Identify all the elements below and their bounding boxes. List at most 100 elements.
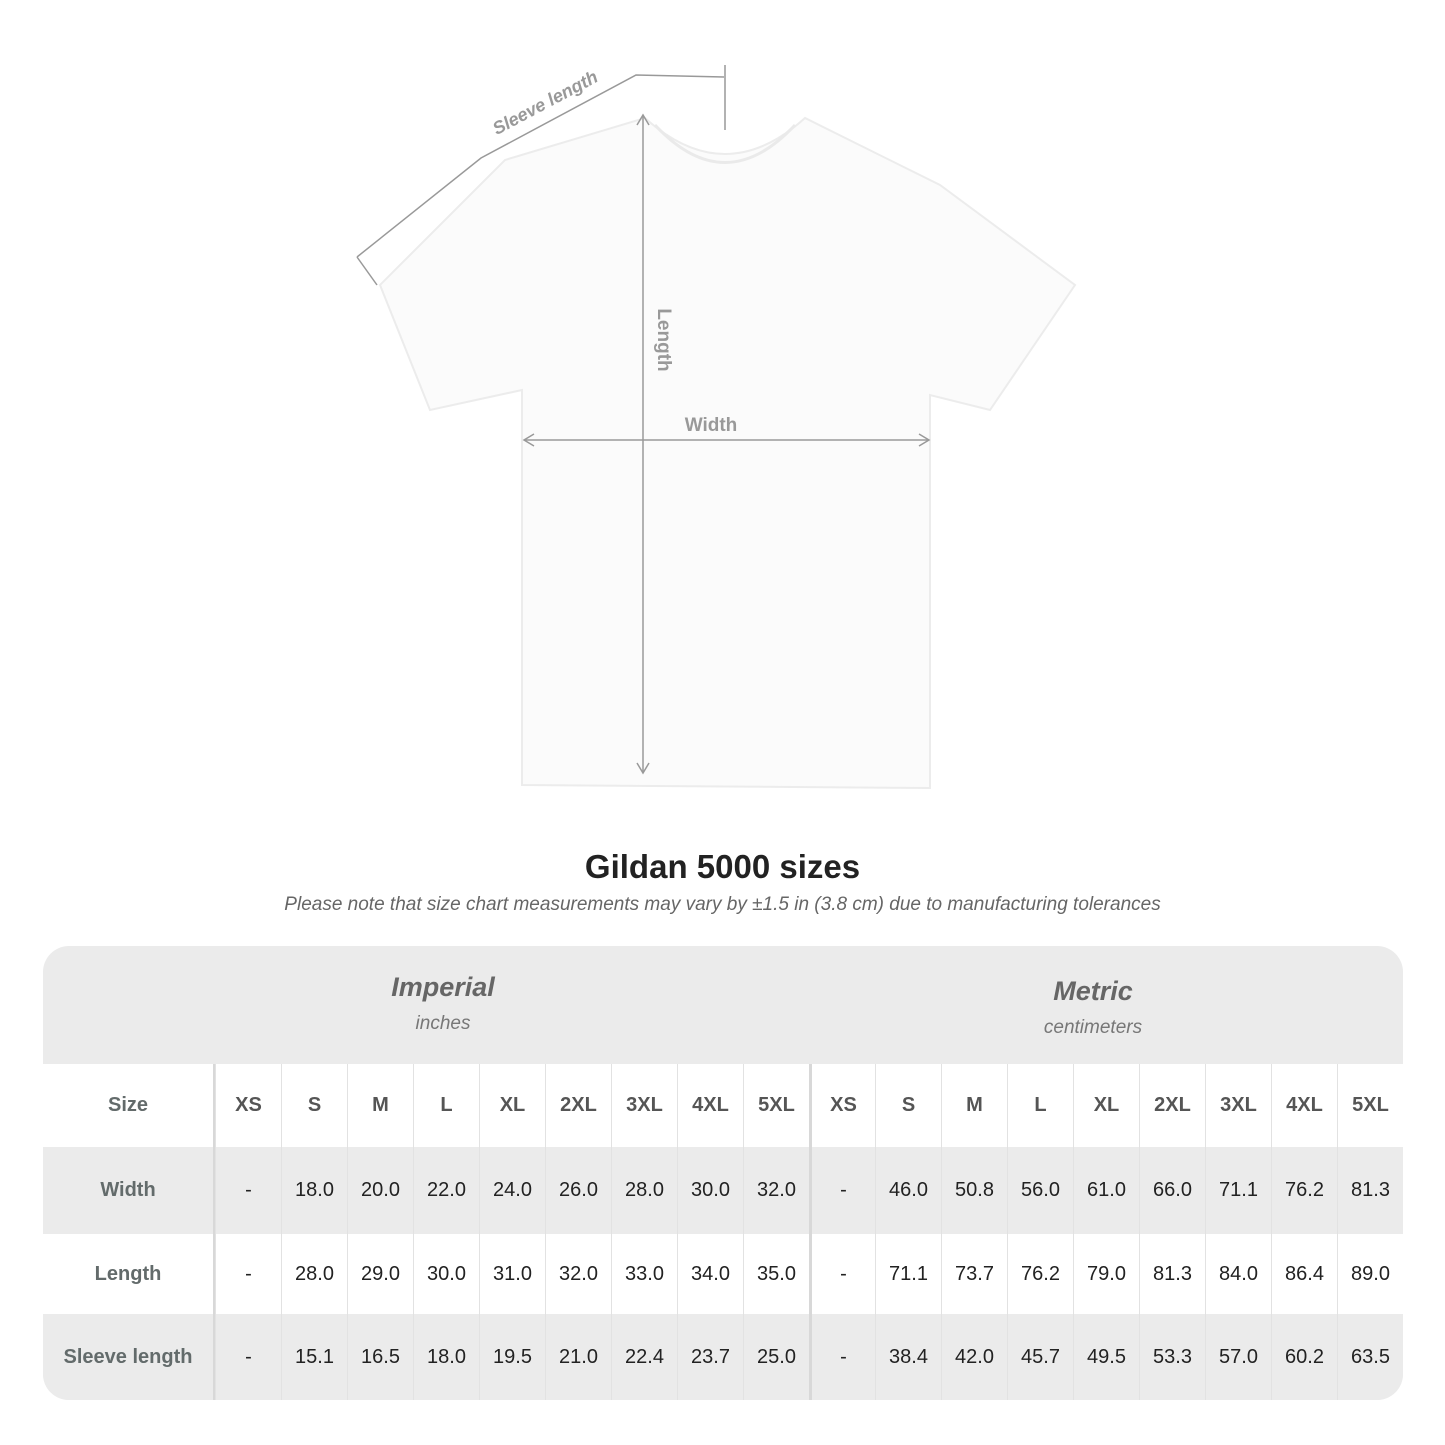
metric-size-header: M bbox=[941, 1064, 1007, 1147]
imperial-size-header: 4XL bbox=[677, 1064, 743, 1147]
imperial-value-cell: - bbox=[215, 1234, 281, 1314]
imperial-value-cell: 28.0 bbox=[281, 1234, 347, 1314]
table-row: Length -28.0 29.0 30.0 31.0 32.0 33.0 34.0 35.0-… bbox=[43, 1234, 1403, 1314]
imperial-size-header: 2XL bbox=[545, 1064, 611, 1147]
metric-value-cell: 60.2 bbox=[1271, 1314, 1337, 1400]
imperial-size-header: L bbox=[413, 1064, 479, 1147]
imperial-size-header: 3XL bbox=[611, 1064, 677, 1147]
metric-size-header: 4XL bbox=[1271, 1064, 1337, 1147]
metric-value-cell: 49.5 bbox=[1073, 1314, 1139, 1400]
imperial-size-header: 5XL bbox=[743, 1064, 809, 1147]
metric-value-cell: 45.7 bbox=[1007, 1314, 1073, 1400]
imperial-value-cell: 35.0 bbox=[743, 1234, 809, 1314]
size-table: Imperial inches Metric centimeters Size X… bbox=[43, 946, 1403, 1400]
metric-value-cell: 76.2 bbox=[1271, 1147, 1337, 1234]
imperial-value-cell: 24.0 bbox=[479, 1147, 545, 1234]
imperial-value-cell: 23.7 bbox=[677, 1314, 743, 1400]
imperial-value-cell: 15.1 bbox=[281, 1314, 347, 1400]
table-row: Width -18.0 20.0 22.0 24.0 26.0 28.0 30.0 32.0-4… bbox=[43, 1147, 1403, 1234]
metric-header: Metric centimeters bbox=[809, 946, 1377, 1094]
imperial-value-cell: 19.5 bbox=[479, 1314, 545, 1400]
metric-value-cell: 61.0 bbox=[1073, 1147, 1139, 1234]
metric-size-header: 2XL bbox=[1139, 1064, 1205, 1147]
imperial-header: Imperial inches bbox=[43, 946, 843, 1090]
metric-value-cell: 84.0 bbox=[1205, 1234, 1271, 1314]
imperial-value-cell: 33.0 bbox=[611, 1234, 677, 1314]
metric-value-cell: - bbox=[809, 1314, 875, 1400]
metric-value-cell: - bbox=[809, 1234, 875, 1314]
metric-label: Metric bbox=[1053, 976, 1133, 1006]
metric-value-cell: 50.8 bbox=[941, 1147, 1007, 1234]
table-row: Sleeve length -15.1 16.5 18.0 19.5 21.0 22.4 23… bbox=[43, 1314, 1403, 1400]
imperial-value-cell: 31.0 bbox=[479, 1234, 545, 1314]
metric-value-cell: 38.4 bbox=[875, 1314, 941, 1400]
width-label: Width bbox=[685, 415, 738, 436]
imperial-size-header: XL bbox=[479, 1064, 545, 1147]
imperial-value-cell: 34.0 bbox=[677, 1234, 743, 1314]
imperial-unit: inches bbox=[415, 1013, 471, 1034]
imperial-value-cell: 16.5 bbox=[347, 1314, 413, 1400]
metric-value-cell: 71.1 bbox=[875, 1234, 941, 1314]
length-arrow-top bbox=[636, 113, 650, 126]
metric-value-cell: 42.0 bbox=[941, 1314, 1007, 1400]
metric-value-cell: 56.0 bbox=[1007, 1147, 1073, 1234]
metric-value-cell: 73.7 bbox=[941, 1234, 1007, 1314]
metric-value-cell: 53.3 bbox=[1139, 1314, 1205, 1400]
imperial-value-cell: 18.0 bbox=[413, 1314, 479, 1400]
imperial-value-cell: 20.0 bbox=[347, 1147, 413, 1234]
metric-value-cell: 79.0 bbox=[1073, 1234, 1139, 1314]
imperial-value-cell: 18.0 bbox=[281, 1147, 347, 1234]
imperial-value-cell: 21.0 bbox=[545, 1314, 611, 1400]
width-arrow-right bbox=[918, 433, 931, 447]
length-arrow-bottom bbox=[636, 762, 650, 775]
metric-value-cell: 81.3 bbox=[1337, 1147, 1403, 1234]
imperial-value-cell: 32.0 bbox=[545, 1234, 611, 1314]
sleeve-length-start-marker bbox=[356, 256, 378, 286]
metric-value-cell: 57.0 bbox=[1205, 1314, 1271, 1400]
imperial-label: Imperial bbox=[391, 972, 495, 1002]
imperial-value-cell: 29.0 bbox=[347, 1234, 413, 1314]
metric-size-header: S bbox=[875, 1064, 941, 1147]
metric-size-header: L bbox=[1007, 1064, 1073, 1147]
imperial-value-cell: - bbox=[215, 1147, 281, 1234]
metric-value-cell: 81.3 bbox=[1139, 1234, 1205, 1314]
metric-value-cell: - bbox=[809, 1147, 875, 1234]
imperial-size-header: S bbox=[281, 1064, 347, 1147]
imperial-size-header: M bbox=[347, 1064, 413, 1147]
imperial-value-cell: 30.0 bbox=[677, 1147, 743, 1234]
metric-value-cell: 76.2 bbox=[1007, 1234, 1073, 1314]
metric-value-cell: 86.4 bbox=[1271, 1234, 1337, 1314]
metric-size-header: 3XL bbox=[1205, 1064, 1271, 1147]
collar bbox=[653, 123, 797, 164]
width-arrow-left bbox=[522, 433, 535, 447]
metric-value-cell: 46.0 bbox=[875, 1147, 941, 1234]
imperial-value-cell: 22.4 bbox=[611, 1314, 677, 1400]
metric-size-header: XL bbox=[1073, 1064, 1139, 1147]
metric-size-header: 5XL bbox=[1337, 1064, 1403, 1147]
row-label: Length bbox=[43, 1234, 215, 1314]
sleeve-length-line bbox=[356, 74, 725, 258]
metric-unit: centimeters bbox=[1043, 1017, 1143, 1038]
imperial-value-cell: 26.0 bbox=[545, 1147, 611, 1234]
metric-value-cell: 66.0 bbox=[1139, 1147, 1205, 1234]
page-title: Gildan 5000 sizes bbox=[584, 848, 861, 885]
row-label: Size bbox=[43, 1064, 215, 1147]
imperial-value-cell: 30.0 bbox=[413, 1234, 479, 1314]
row-label: Width bbox=[43, 1147, 215, 1234]
row-label: Sleeve length bbox=[43, 1314, 215, 1400]
size-header-row: Size XS S M L XL 2XL 3XL 4XL 5XL XS S M L XL 2XL 3XL 4XL 5… bbox=[43, 1064, 1403, 1147]
metric-value-cell: 63.5 bbox=[1337, 1314, 1403, 1400]
imperial-value-cell: 28.0 bbox=[611, 1147, 677, 1234]
tshirt-diagram: Sleeve length Length Width bbox=[356, 65, 1077, 790]
tshirt-image bbox=[378, 116, 1077, 790]
imperial-value-cell: - bbox=[215, 1314, 281, 1400]
imperial-value-cell: 22.0 bbox=[413, 1147, 479, 1234]
metric-value-cell: 89.0 bbox=[1337, 1234, 1403, 1314]
metric-value-cell: 71.1 bbox=[1205, 1147, 1271, 1234]
imperial-value-cell: 25.0 bbox=[743, 1314, 809, 1400]
tolerance-note: Please note that size chart measurements… bbox=[284, 894, 1161, 915]
imperial-value-cell: 32.0 bbox=[743, 1147, 809, 1234]
metric-size-header: XS bbox=[809, 1064, 875, 1147]
length-label: Length bbox=[653, 308, 674, 371]
imperial-size-header: XS bbox=[215, 1064, 281, 1147]
